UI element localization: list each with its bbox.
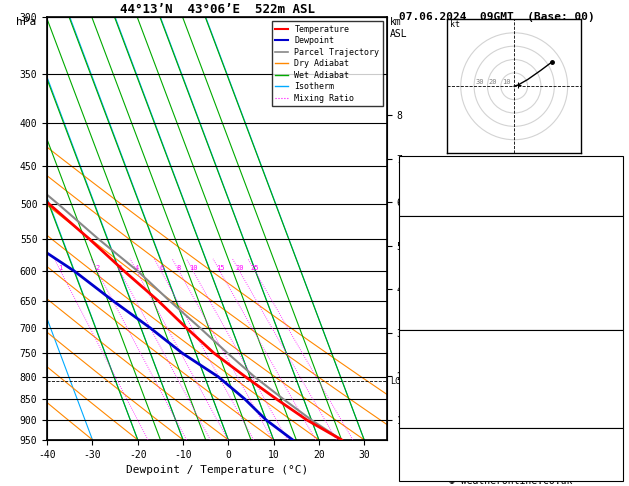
Text: Lifted Index: Lifted Index	[406, 380, 481, 389]
Text: SREH: SREH	[406, 450, 431, 460]
Text: 8: 8	[177, 265, 181, 271]
Text: 0: 0	[610, 314, 616, 324]
Text: Hodograph: Hodograph	[483, 434, 539, 444]
Text: Dewp (°C): Dewp (°C)	[406, 249, 462, 260]
Text: 50: 50	[604, 182, 616, 192]
Text: 333: 333	[598, 364, 616, 373]
Text: EH: EH	[406, 441, 418, 451]
Text: 20: 20	[489, 79, 498, 85]
Text: 276°: 276°	[591, 460, 616, 470]
Text: -81: -81	[598, 441, 616, 451]
Text: 10: 10	[502, 79, 511, 85]
Text: 07.06.2024  09GMT  (Base: 00): 07.06.2024 09GMT (Base: 00)	[399, 12, 595, 22]
Text: 333: 333	[598, 265, 616, 276]
Text: © weatheronline.co.uk: © weatheronline.co.uk	[449, 476, 573, 486]
Text: 2: 2	[95, 265, 99, 271]
Title: 44°13’N  43°06’E  522m ASL: 44°13’N 43°06’E 522m ASL	[120, 3, 314, 16]
Legend: Temperature, Dewpoint, Parcel Trajectory, Dry Adiabat, Wet Adiabat, Isotherm, Mi: Temperature, Dewpoint, Parcel Trajectory…	[272, 21, 382, 106]
X-axis label: Dewpoint / Temperature (°C): Dewpoint / Temperature (°C)	[126, 465, 308, 475]
Text: CIN (J): CIN (J)	[406, 314, 450, 324]
Text: 5: 5	[610, 450, 616, 460]
Text: CIN (J): CIN (J)	[406, 412, 450, 421]
Text: 6: 6	[159, 265, 164, 271]
Text: -4: -4	[604, 380, 616, 389]
Text: θₑ (K): θₑ (K)	[406, 364, 443, 373]
Text: CAPE (J): CAPE (J)	[406, 298, 455, 308]
Text: 25: 25	[604, 233, 616, 243]
Text: 33: 33	[604, 164, 616, 174]
Text: 10: 10	[189, 265, 198, 271]
Text: 4: 4	[135, 265, 139, 271]
Text: 14.2: 14.2	[591, 249, 616, 260]
Text: Lifted Index: Lifted Index	[406, 282, 481, 292]
Text: 829: 829	[598, 298, 616, 308]
Text: PW (cm): PW (cm)	[406, 199, 450, 209]
Text: 829: 829	[598, 396, 616, 405]
Text: Totals Totals: Totals Totals	[406, 182, 487, 192]
Text: LCL: LCL	[390, 377, 405, 386]
Text: km
ASL: km ASL	[390, 17, 408, 38]
Text: StmSpd (kt): StmSpd (kt)	[406, 469, 474, 479]
Text: StmDir: StmDir	[406, 460, 443, 470]
Text: Temp (°C): Temp (°C)	[406, 233, 462, 243]
Text: CAPE (J): CAPE (J)	[406, 396, 455, 405]
Text: 20: 20	[235, 265, 244, 271]
Text: Surface: Surface	[489, 222, 533, 232]
Text: hPa: hPa	[16, 17, 36, 27]
Text: 15: 15	[216, 265, 225, 271]
Text: 3.08: 3.08	[591, 199, 616, 209]
Text: 0: 0	[610, 412, 616, 421]
Text: 25: 25	[251, 265, 259, 271]
Text: K: K	[406, 164, 412, 174]
Text: 30: 30	[476, 79, 484, 85]
Text: 3: 3	[118, 265, 122, 271]
Text: kt: kt	[450, 20, 460, 30]
Text: 20: 20	[604, 469, 616, 479]
Text: 1: 1	[58, 265, 63, 271]
Text: 956: 956	[598, 347, 616, 357]
Text: Pressure (mb): Pressure (mb)	[406, 347, 487, 357]
Text: Most Unstable: Most Unstable	[470, 336, 552, 347]
Text: θₑ(K): θₑ(K)	[406, 265, 437, 276]
Text: -4: -4	[604, 282, 616, 292]
